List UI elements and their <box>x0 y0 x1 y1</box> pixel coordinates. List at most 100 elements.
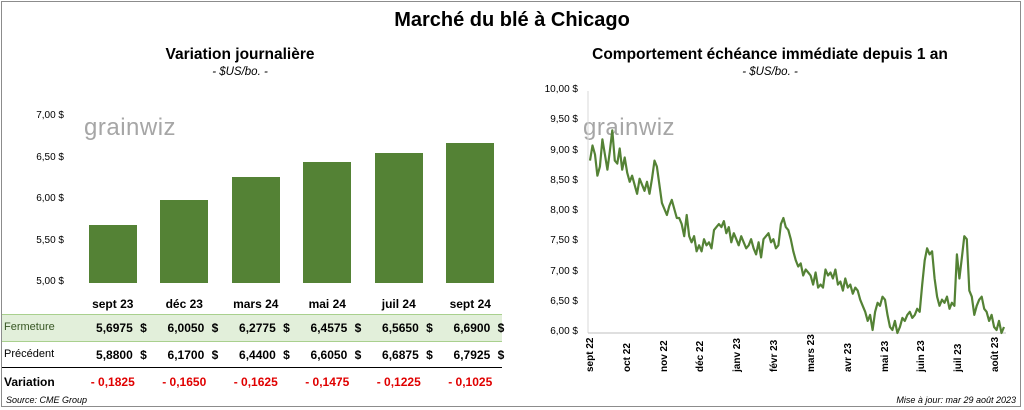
table-row: Fermeture 5,6975 $6,0050 $6,2775 $6,4575 $6,5… <box>2 316 505 340</box>
cell-currency: $ <box>211 321 219 335</box>
table-cell: 6,4400 $ <box>220 348 290 362</box>
cell-value: 6,6875 <box>382 348 419 362</box>
table-cell: 6,1700 $ <box>148 348 219 362</box>
row-label: Variation <box>4 375 55 389</box>
table-cell: 6,6050 $ <box>291 348 362 362</box>
table-row: Variation - 0,1825 - 0,1650 - 0,1625 - 0,147… <box>2 370 502 394</box>
change-value: - 0,1650 <box>162 375 207 389</box>
bar <box>231 176 280 283</box>
category-label: mai 24 <box>308 297 346 311</box>
table-cell: 6,7925 $ <box>434 348 505 362</box>
y-tick-label: 5,50 $ <box>36 234 64 246</box>
bar <box>446 142 495 283</box>
category-label: sept 23 <box>92 297 134 311</box>
change-value: - 0,1225 <box>376 375 421 389</box>
cell-currency: $ <box>497 321 505 335</box>
x-tick-label: déc 22 <box>695 340 707 372</box>
x-tick-label: avr 23 <box>842 343 854 372</box>
right-watermark: grainwiz <box>583 114 675 142</box>
y-tick-label: 10,00 $ <box>544 84 578 95</box>
bar <box>303 162 352 283</box>
y-tick-label: 6,50 $ <box>36 151 64 163</box>
cell-value: 6,4575 <box>310 321 348 335</box>
cell-currency: $ <box>283 321 290 335</box>
cell-value: 5,6975 <box>96 321 133 335</box>
table-cell: 5,6975 $ <box>77 321 147 335</box>
page-title: Marché du blé à Chicago <box>394 9 630 31</box>
y-tick-label: 7,00 $ <box>36 110 64 121</box>
x-tick-label: juin 23 <box>916 340 928 372</box>
x-tick-label: mars 23 <box>805 334 817 372</box>
bar <box>160 199 209 283</box>
table-cell: 6,5650 $ <box>363 321 433 335</box>
table-cell: 6,2775 $ <box>220 321 290 335</box>
cell-value: 5,8800 <box>96 348 133 362</box>
y-tick-label: 7,50 $ <box>550 235 578 247</box>
x-tick-label: oct 22 <box>621 343 633 372</box>
cell-value: 6,4400 <box>239 348 276 362</box>
category-label: déc 23 <box>165 297 203 311</box>
cell-currency: $ <box>354 321 362 335</box>
left-chart-title: Variation journalière <box>165 46 315 63</box>
cell-value: 6,6900 <box>453 321 491 335</box>
y-tick-label: 8,00 $ <box>550 205 578 216</box>
x-tick-label: nov 22 <box>658 340 670 372</box>
table-cell: 5,8800 $ <box>77 348 147 362</box>
cell-currency: $ <box>497 348 505 362</box>
watermark-text: grainwiz <box>583 114 676 141</box>
table-cell: 6,6900 $ <box>434 321 505 335</box>
x-tick-label: sept 22 <box>585 337 596 372</box>
x-tick-label: janv 23 <box>732 338 744 372</box>
y-tick-label: 6,50 $ <box>550 295 578 307</box>
update-note: Mise à jour: mar 29 août 2023 <box>896 395 1016 405</box>
table-cell: 6,4575 $ <box>291 321 362 335</box>
watermark-text: grainwiz <box>84 114 177 141</box>
x-tick-label: août 23 <box>990 336 1001 372</box>
y-tick-label: 9,00 $ <box>550 144 578 156</box>
cell-currency: $ <box>211 348 219 362</box>
source-note: Source: CME Group <box>6 395 88 405</box>
y-tick-label: 6,00 $ <box>36 193 64 204</box>
cell-currency: $ <box>140 348 147 362</box>
table-divider <box>2 367 502 368</box>
cell-value: 6,1700 <box>167 348 205 362</box>
table-row: Précédent 5,8800 $6,1700 $6,4400 $6,6050 $6,6… <box>2 343 505 367</box>
cell-value: 6,0050 <box>167 321 205 335</box>
right-chart-unit: - $US/bo. - <box>742 66 798 78</box>
cell-currency: $ <box>426 348 433 362</box>
y-tick-label: 7,00 $ <box>550 265 578 277</box>
bar <box>374 153 423 283</box>
y-tick-label: 5,00 $ <box>36 276 64 287</box>
y-tick-label: 9,50 $ <box>550 114 578 126</box>
category-label: sept 24 <box>449 297 491 311</box>
change-value: - 0,1625 <box>233 375 278 389</box>
y-tick-label: 8,50 $ <box>550 174 578 186</box>
table-cell: 6,0050 $ <box>148 321 219 335</box>
left-chart-unit: - $US/bo. - <box>212 66 268 78</box>
category-label: mars 24 <box>233 297 279 311</box>
category-label: juil 24 <box>381 297 416 311</box>
row-label: Précédent <box>4 348 55 360</box>
row-label: Fermeture <box>4 321 55 333</box>
change-value: - 0,1475 <box>305 375 350 389</box>
right-chart-title: Comportement échéance immédiate depuis 1… <box>592 46 948 63</box>
cell-value: 6,5650 <box>382 321 419 335</box>
bar <box>88 225 137 283</box>
cell-value: 6,7925 <box>453 348 491 362</box>
change-value: - 0,1825 <box>90 375 135 389</box>
cell-currency: $ <box>354 348 362 362</box>
y-tick-label: 6,00 $ <box>550 326 578 337</box>
left-watermark: grainwiz <box>84 114 176 142</box>
cell-currency: $ <box>283 348 290 362</box>
x-tick-label: juil 23 <box>953 343 965 372</box>
x-tick-label: mai 23 <box>879 340 891 372</box>
cell-currency: $ <box>140 321 147 335</box>
cell-value: 6,2775 <box>239 321 276 335</box>
close-row-highlight <box>2 314 502 342</box>
change-value: - 0,1025 <box>448 375 493 389</box>
x-tick-label: févr 23 <box>769 339 781 372</box>
table-cell: 6,6875 $ <box>363 348 433 362</box>
cell-value: 6,6050 <box>310 348 348 362</box>
cell-currency: $ <box>426 321 433 335</box>
